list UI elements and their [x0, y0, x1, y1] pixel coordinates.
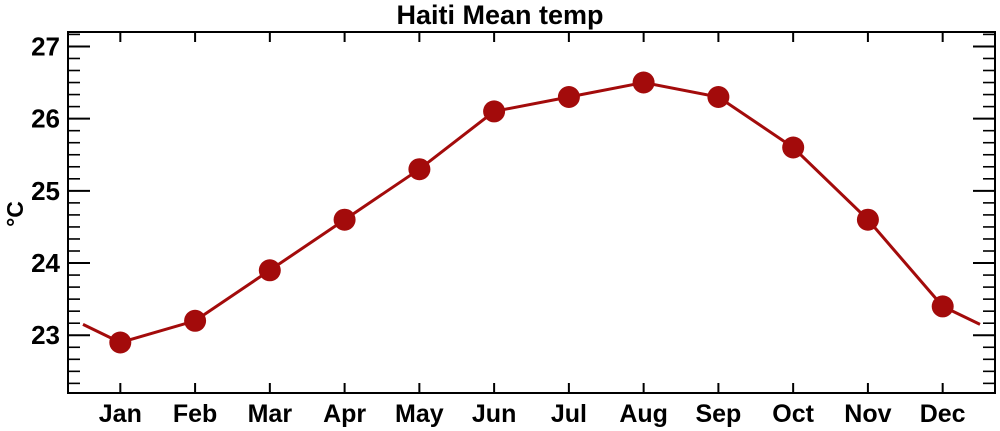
data-point-jan [109, 331, 132, 354]
x-tick-label-may: May [395, 400, 444, 428]
y-tick-label-26: 26 [31, 104, 60, 134]
x-tick-label-jun: Jun [472, 400, 516, 428]
data-point-jun [483, 100, 506, 123]
data-point-feb [184, 309, 207, 332]
x-tick-label-sep: Sep [695, 400, 741, 428]
data-point-oct [782, 136, 805, 159]
axis-frame [67, 31, 996, 394]
y-tick-label-24: 24 [31, 248, 60, 278]
x-tick-label-jul: Jul [551, 400, 587, 428]
data-point-aug [632, 71, 655, 94]
x-tick-label-mar: Mar [248, 400, 293, 428]
data-point-sep [707, 86, 730, 108]
x-tick-label-nov: Nov [844, 400, 891, 428]
data-point-mar [258, 259, 281, 282]
y-tick-label-25: 25 [31, 176, 60, 206]
x-tick-label-apr: Apr [323, 400, 366, 428]
x-tick-label-jan: Jan [99, 400, 142, 428]
data-point-dec [931, 295, 954, 318]
chart-title: Haiti Mean temp [396, 0, 604, 30]
x-tick-label-oct: Oct [772, 400, 814, 428]
y-tick-label-23: 23 [31, 320, 60, 350]
data-point-apr [333, 208, 356, 231]
temperature-line [82, 80, 981, 345]
x-tick-label-aug: Aug [619, 400, 668, 428]
data-point-nov [856, 208, 879, 231]
x-tick-label-feb: Feb [173, 400, 217, 428]
data-point-jul [557, 86, 580, 108]
data-point-may [408, 158, 431, 181]
y-tick-label-27: 27 [31, 31, 60, 61]
x-tick-label-dec: Dec [920, 400, 966, 428]
